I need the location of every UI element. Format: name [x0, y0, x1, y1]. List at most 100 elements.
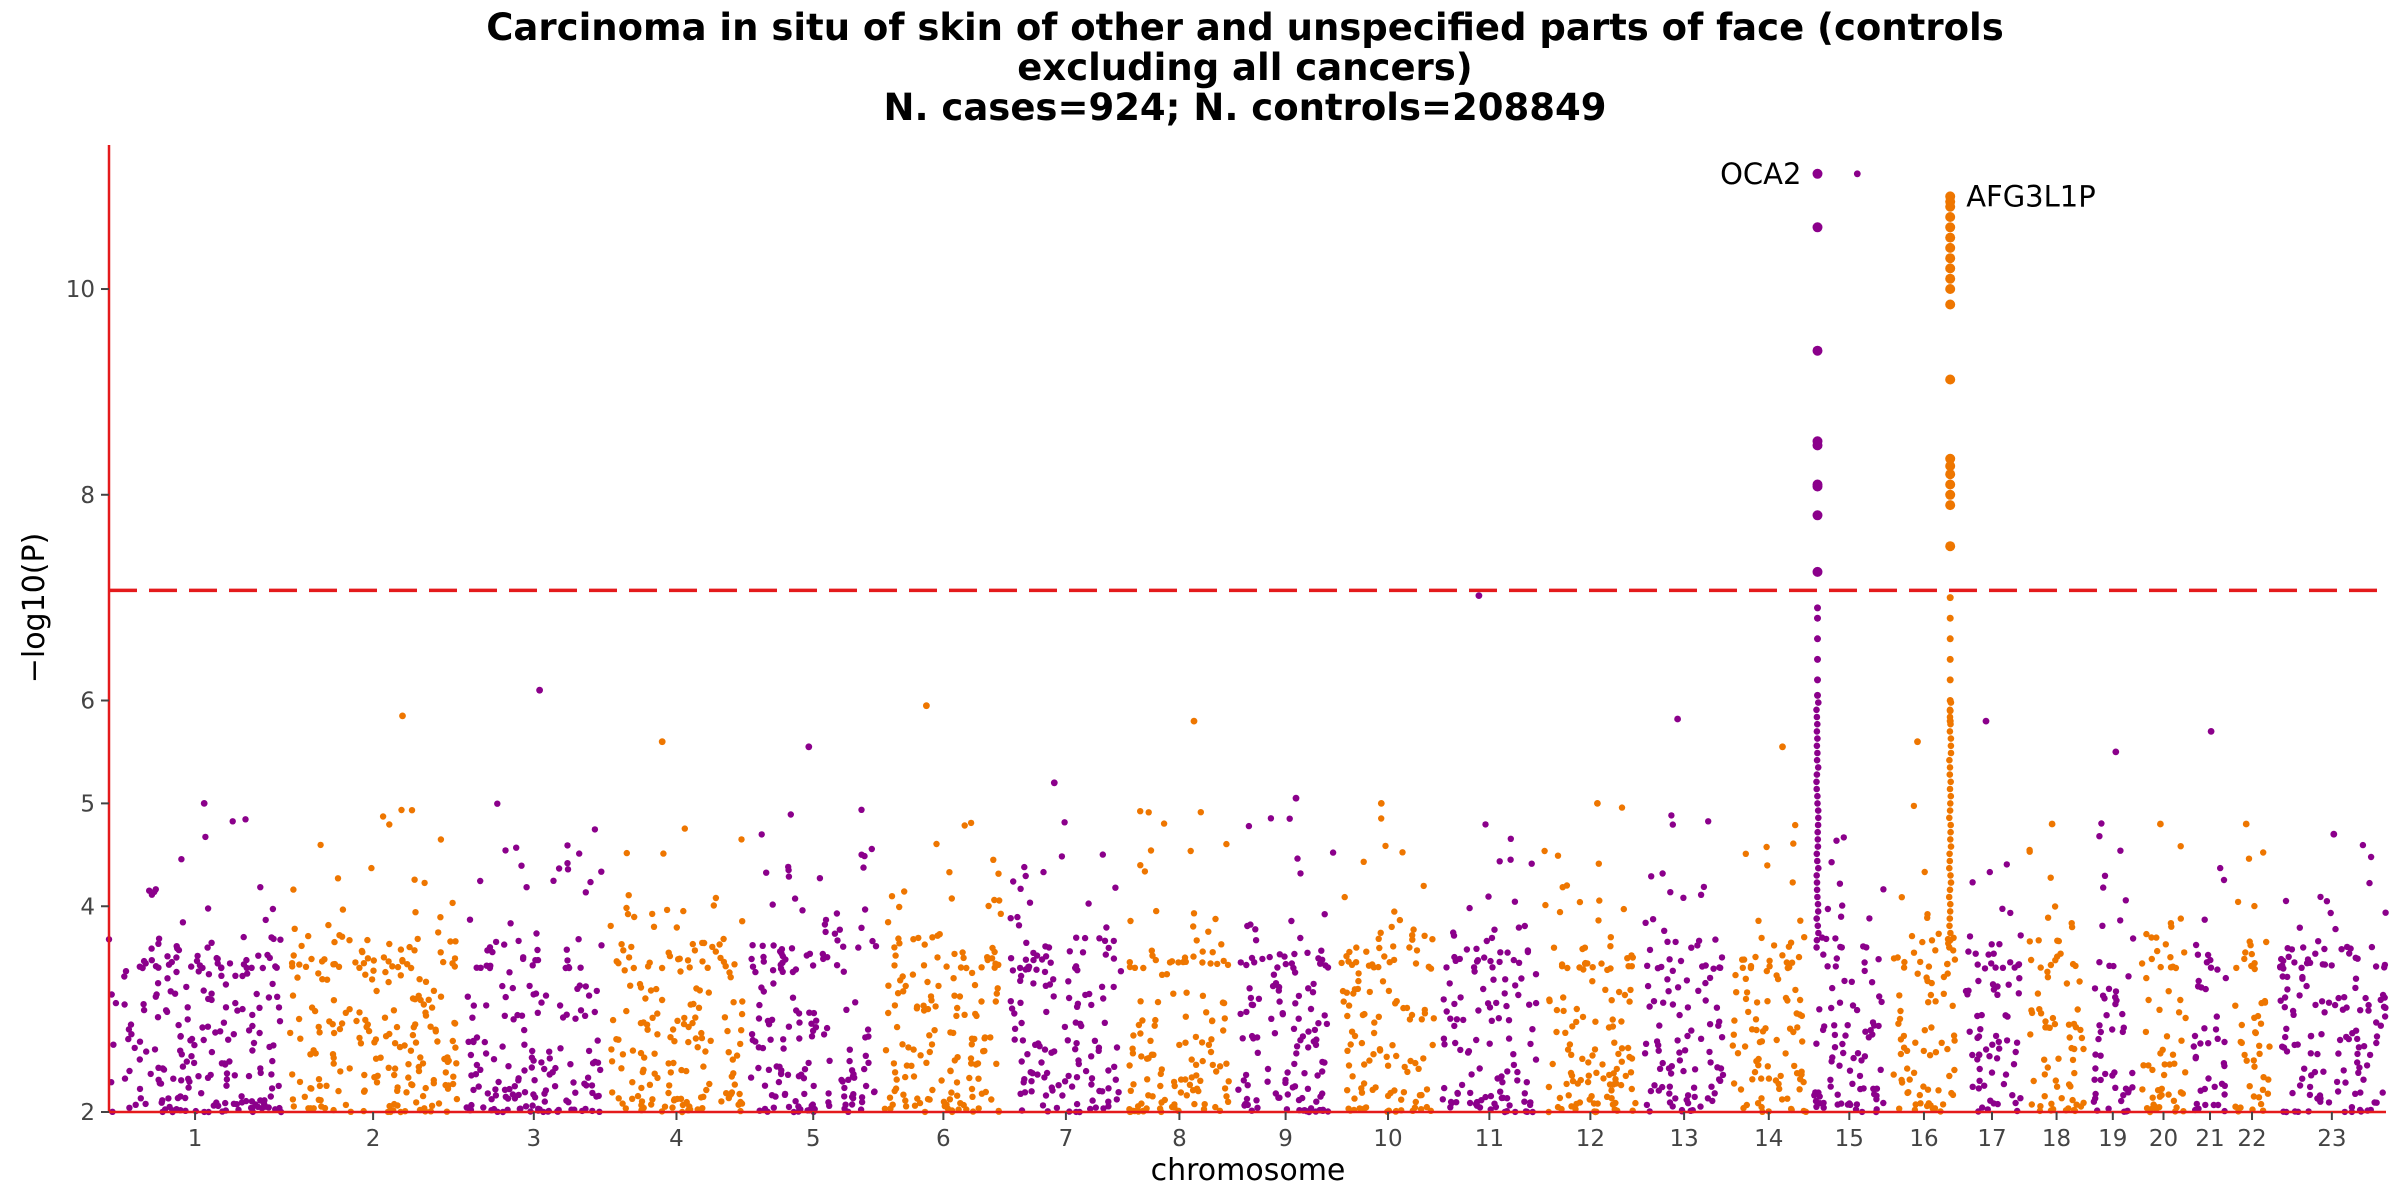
locus-point-chr16: [1946, 857, 1954, 865]
snp-point-chr8: [1127, 1087, 1135, 1095]
snp-point-chr3: [490, 1105, 498, 1113]
snp-point-chr4: [730, 999, 737, 1006]
snp-point-chr23: [2381, 1013, 2389, 1020]
snp-point-chr2: [323, 1082, 330, 1090]
snp-point-chr11: [1473, 945, 1480, 952]
snp-point-chr15: [1839, 902, 1846, 909]
snp-point-chr8: [1190, 910, 1198, 917]
snp-point-chr3: [534, 946, 541, 954]
snp-point-chr23: [2284, 986, 2291, 993]
locus-point-chr16: [1945, 479, 1956, 490]
snp-point-chr23: [2314, 1095, 2321, 1102]
snp-point-chr8: [1147, 1037, 1154, 1045]
snp-point-chr5: [760, 953, 767, 961]
snp-point-chr19: [2097, 1052, 2104, 1059]
snp-point-chr2: [357, 1040, 365, 1047]
snp-point-chr16: [1949, 1091, 1957, 1099]
snp-point-chr23: [2281, 994, 2289, 1001]
snp-point-chr16: [1924, 911, 1931, 918]
snp-point-chr23: [2315, 938, 2322, 945]
snp-point-chr5: [777, 1070, 785, 1078]
snp-point-chr15: [1857, 1085, 1864, 1093]
snp-point-chr14: [1787, 1105, 1795, 1113]
snp-point-chr16: [1951, 1066, 1958, 1074]
snp-point-chr12: [1608, 1087, 1615, 1094]
snp-point-chr20: [2138, 960, 2146, 967]
snp-point-chr3: [521, 1089, 529, 1096]
snp-point-chr10: [1354, 985, 1362, 993]
snp-point-chr1: [125, 1026, 133, 1033]
snp-point-chr1: [188, 963, 195, 970]
snp-point-chr4: [696, 987, 703, 994]
locus-point-chr15: [1813, 771, 1821, 778]
snp-point-chr13: [1667, 889, 1674, 896]
snp-point-chr10: [1349, 1073, 1356, 1080]
snp-point-chr9: [1275, 987, 1283, 994]
snp-point-chr6: [933, 840, 940, 848]
snp-point-chr18: [2047, 961, 2055, 969]
snp-point-chr11: [1478, 1097, 1485, 1104]
snp-point-chr16: [1944, 1045, 1951, 1053]
x-tick-label-chr12: 12: [1576, 1126, 1605, 1152]
snp-point-chr4: [686, 964, 693, 971]
snp-point-chr2: [437, 836, 445, 843]
snp-point-chr16: [1944, 960, 1951, 968]
snp-point-chr14: [1792, 986, 1799, 994]
snp-point-chr2: [407, 1047, 415, 1054]
snp-point-chr1: [140, 1006, 148, 1014]
snp-point-chr13: [1706, 1020, 1714, 1028]
snp-point-chr12: [1599, 1061, 1606, 1068]
snp-point-chr4: [677, 1095, 685, 1103]
snp-point-chr9: [1293, 1043, 1301, 1050]
snp-point-chr16: [1950, 1032, 1958, 1039]
snp-point-chr5: [865, 1059, 872, 1067]
snp-point-chr9: [1295, 1015, 1302, 1022]
snp-point-chr4: [665, 1089, 672, 1097]
snp-point-chr14: [1740, 1104, 1747, 1112]
x-tick-label-chr23: 23: [2317, 1126, 2346, 1152]
snp-point-chr3: [597, 1066, 604, 1074]
snp-point-chr21: [2205, 1075, 2212, 1082]
snp-point-chr5: [858, 924, 865, 931]
snp-point-chr8: [1145, 809, 1152, 816]
snp-point-chr1: [220, 1019, 228, 1026]
peak-point-chr22: [2242, 820, 2250, 828]
snp-point-chr4: [628, 943, 635, 951]
snp-point-chr5: [752, 968, 759, 976]
snp-point-chr16: [1905, 1089, 1912, 1096]
snp-point-chr7: [1028, 1088, 1035, 1095]
snp-point-chr4: [710, 902, 717, 909]
snp-point-chr8: [1131, 964, 1139, 971]
snp-point-chr15: [1816, 1006, 1823, 1013]
locus-point-chr16: [1946, 785, 1954, 793]
locus-point-chr16: [1945, 242, 1956, 253]
snp-point-chr14: [1797, 917, 1804, 924]
snp-point-chr11: [1453, 1016, 1461, 1023]
snp-point-chr2: [390, 1007, 398, 1014]
snp-point-chr13: [1697, 1103, 1704, 1110]
snp-point-chr23: [2355, 1069, 2362, 1077]
snp-point-chr4: [681, 825, 688, 832]
snp-point-chr5: [770, 942, 777, 949]
snp-point-chr13: [1659, 1083, 1666, 1091]
snp-point-chr10: [1371, 1019, 1378, 1026]
snp-point-chr8: [1199, 959, 1206, 966]
snp-point-chr20: [2157, 963, 2164, 971]
snp-point-chr3: [584, 1074, 592, 1081]
snp-point-chr7: [1065, 994, 1073, 1002]
snp-point-chr11: [1463, 946, 1471, 953]
snp-point-chr2: [370, 957, 377, 964]
snp-point-chr10: [1381, 953, 1388, 960]
snp-point-chr8: [1209, 1061, 1217, 1069]
snp-point-chr1: [204, 1023, 212, 1030]
snp-point-chr10: [1393, 1052, 1400, 1060]
snp-point-chr12: [1618, 804, 1626, 811]
snp-point-chr19: [2097, 1076, 2104, 1084]
snp-point-chr18: [2027, 1031, 2034, 1038]
snp-point-chr12: [1564, 1046, 1572, 1053]
snp-point-chr13: [1676, 1049, 1683, 1056]
locus-point-chr15: [1814, 800, 1821, 807]
snp-point-chr2: [411, 996, 419, 1003]
snp-point-chr3: [502, 847, 509, 854]
snp-point-chr14: [1766, 957, 1773, 964]
